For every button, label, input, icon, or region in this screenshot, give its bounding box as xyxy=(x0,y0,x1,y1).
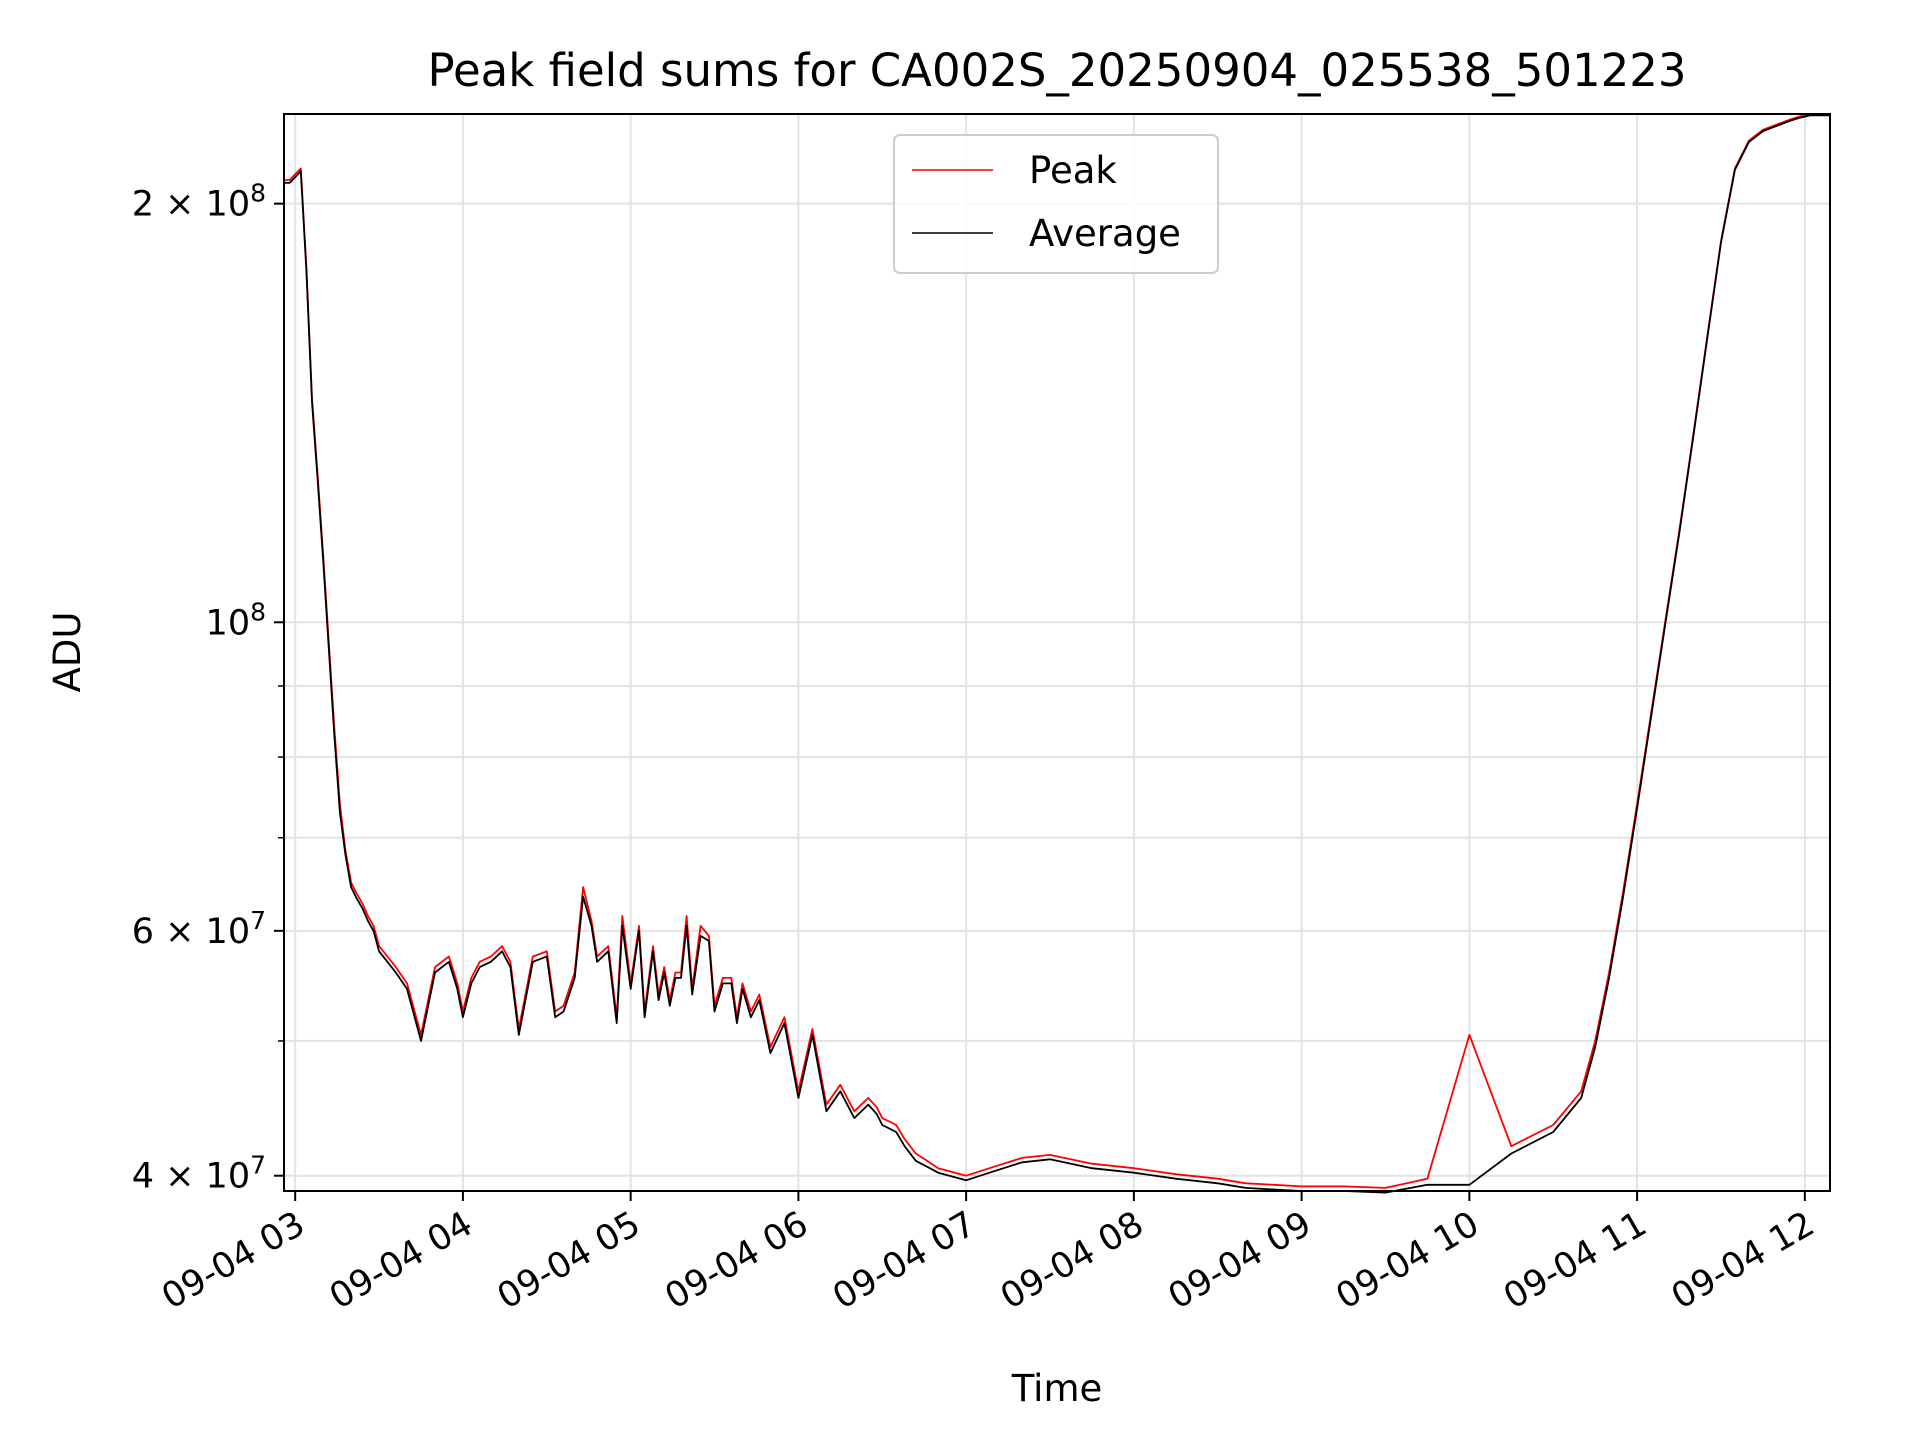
chart-title: Peak field sums for CA002S_20250904_0255… xyxy=(427,44,1686,97)
legend[interactable]: Peak Average xyxy=(893,134,1219,274)
y-tick-label: 108 xyxy=(206,597,266,643)
y-tick-label: 4 × 107 xyxy=(132,1151,266,1197)
series-line-average xyxy=(284,114,1830,1194)
plot-frame xyxy=(283,113,1831,1192)
series-group xyxy=(284,113,1830,1194)
x-axis-label: Time xyxy=(1011,1367,1103,1410)
legend-label-peak: Peak xyxy=(1029,149,1117,192)
legend-label-average: Average xyxy=(1029,212,1181,255)
y-axis-label: ADU xyxy=(46,612,89,693)
series-line-peak xyxy=(284,113,1830,1189)
y-tick-label: 6 × 107 xyxy=(132,906,266,952)
y-tick-label: 2 × 108 xyxy=(132,179,266,225)
